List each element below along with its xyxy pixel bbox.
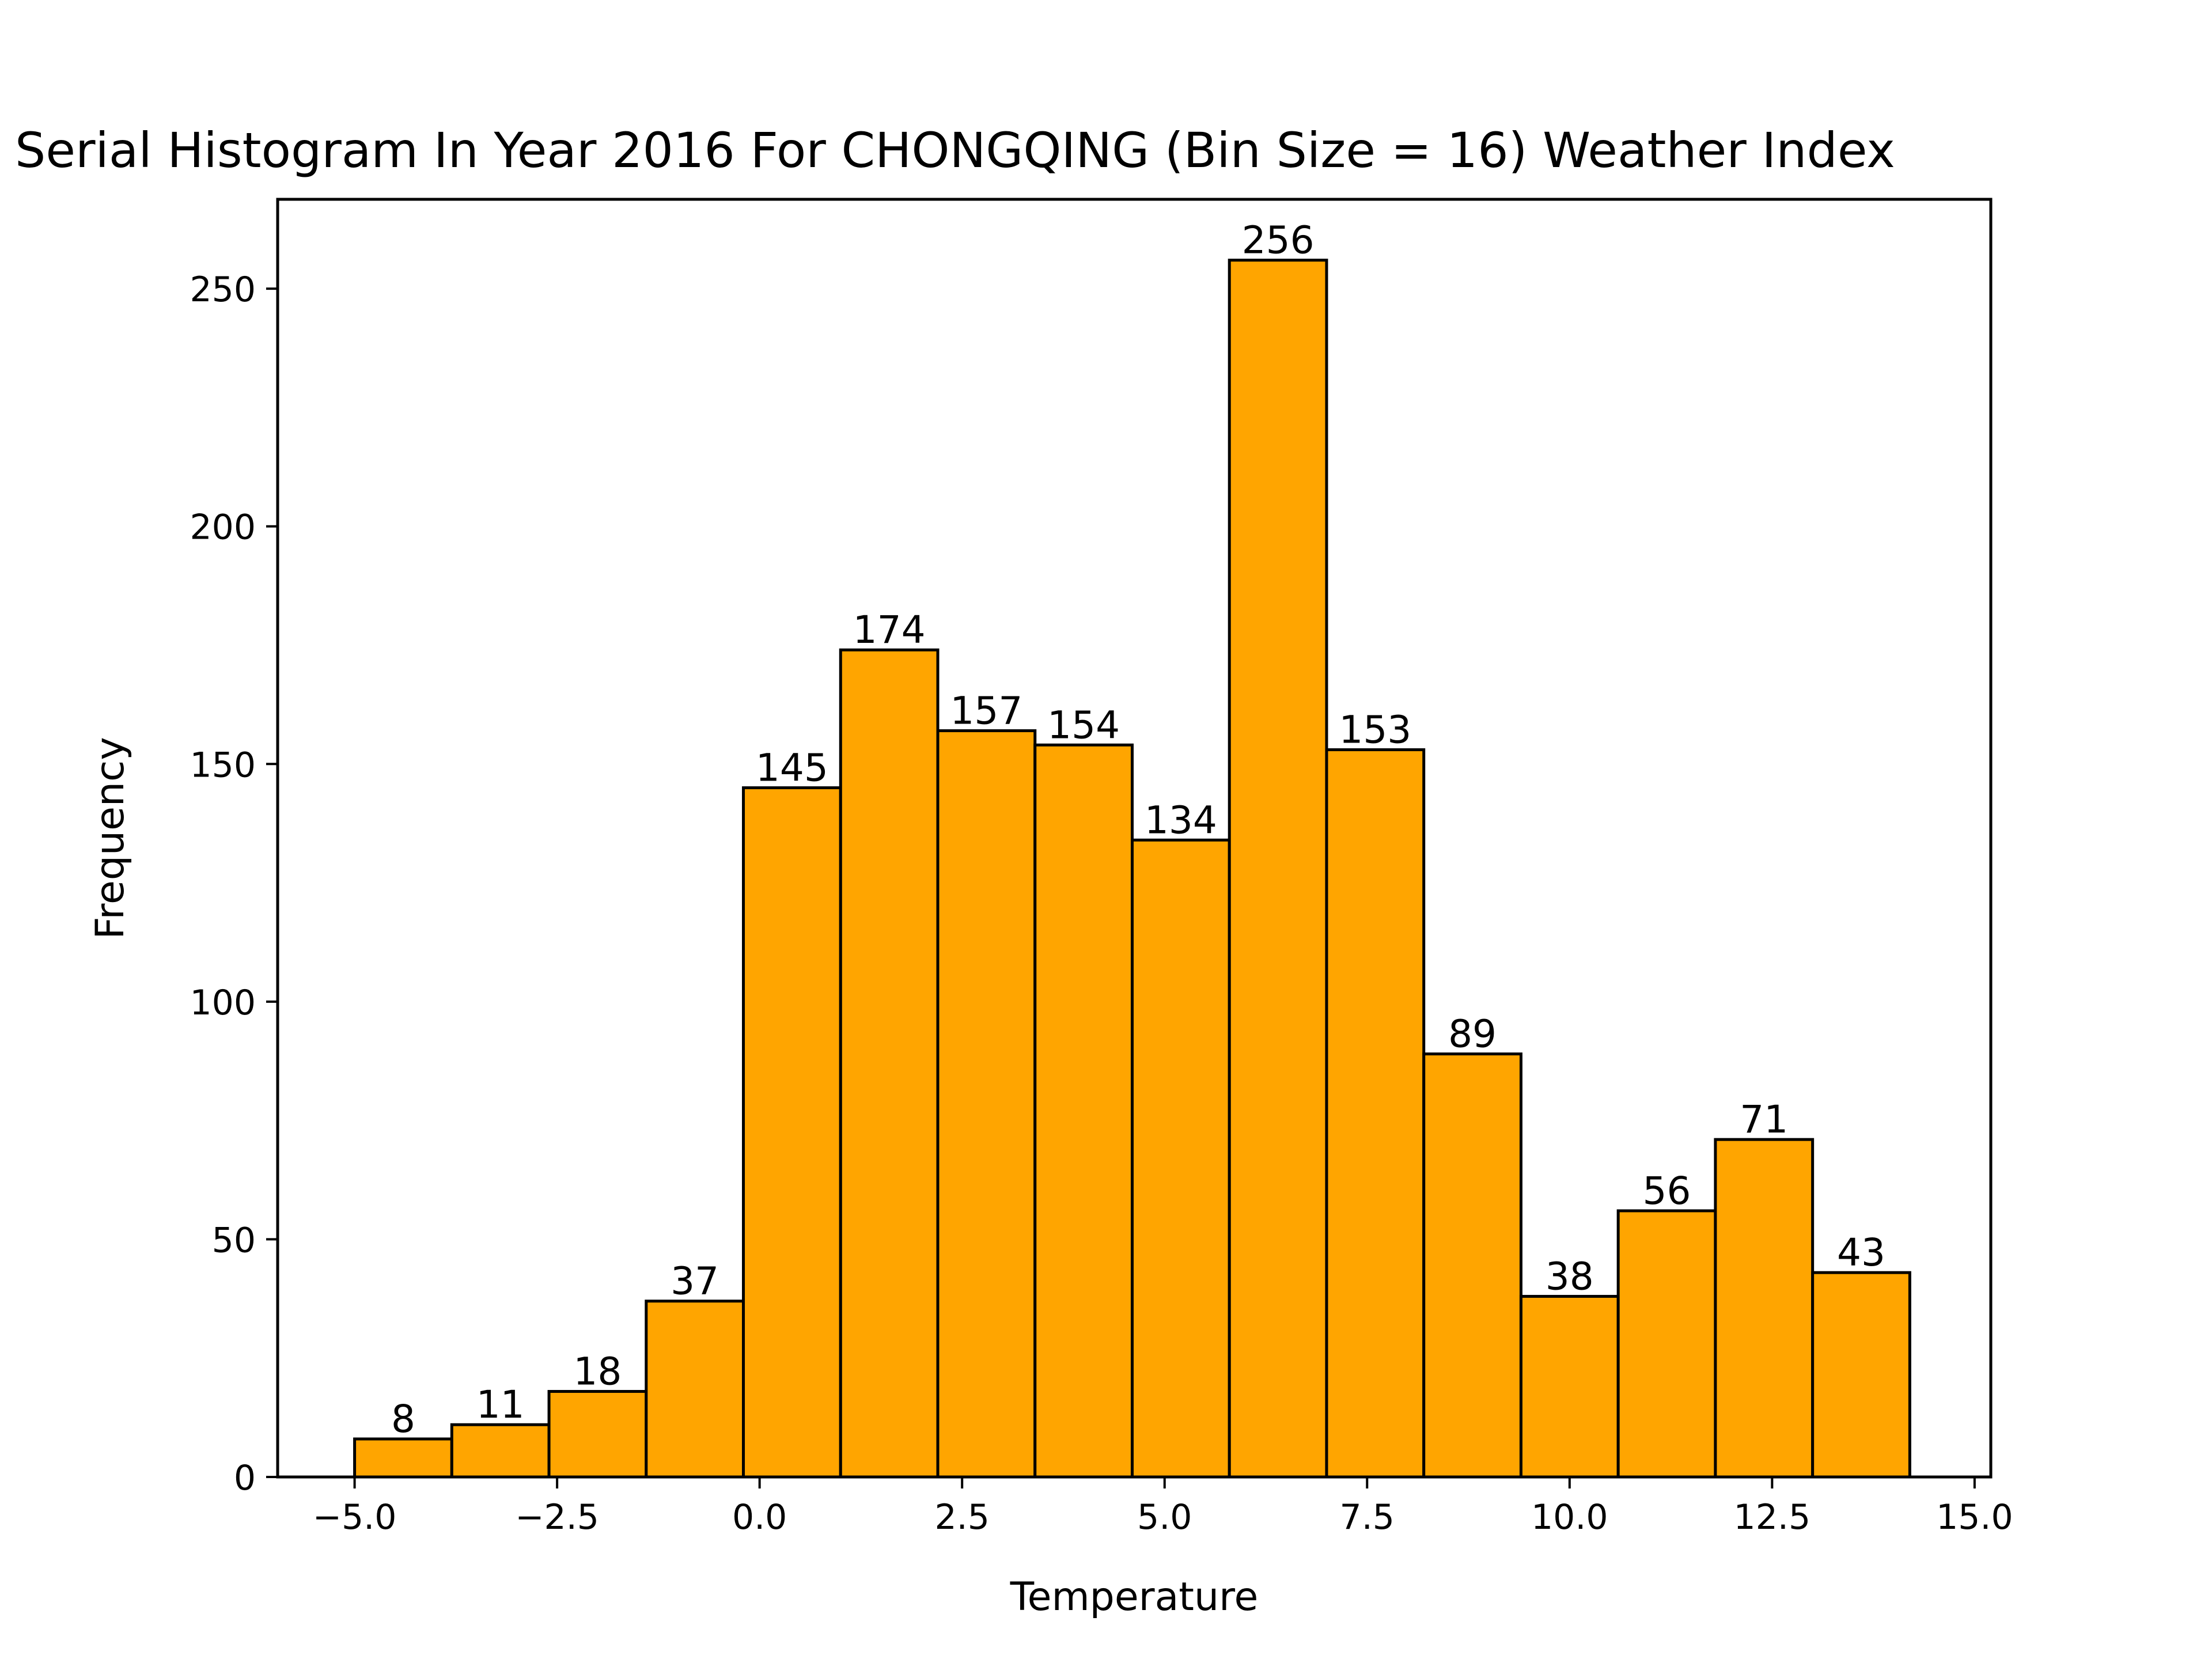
bar-value-label: 38 — [1546, 1254, 1594, 1298]
bars-group — [353, 259, 1911, 1479]
y-tick-label: 200 — [190, 507, 256, 548]
histogram-bar — [1422, 1052, 1522, 1479]
bar-value-label: 134 — [1145, 798, 1217, 842]
y-tick-label: 50 — [212, 1220, 256, 1260]
bar-labels-group: 8 11 18 37 145 174 157 154 134 256 153 89 38 56 71 43 — [391, 218, 1885, 1441]
histogram-bar — [353, 1437, 453, 1479]
bar-value-label: 56 — [1643, 1169, 1691, 1213]
bar-value-label: 37 — [671, 1259, 719, 1304]
bar-value-label: 157 — [950, 689, 1022, 733]
histogram-bar — [1616, 1209, 1717, 1479]
bar-value-label: 18 — [573, 1349, 622, 1393]
y-tick-label: 0 — [234, 1458, 256, 1498]
histogram-bar — [547, 1389, 648, 1479]
histogram-bar — [1519, 1294, 1620, 1479]
x-tick-label: 5.0 — [1137, 1497, 1192, 1537]
histogram-bar — [1228, 259, 1328, 1479]
y-tick-label: 150 — [190, 745, 256, 785]
x-axis: −5.0 −2.5 0.0 2.5 5.0 7.5 10.0 12.5 15.0 — [313, 1477, 2013, 1537]
bar-value-label: 145 — [756, 746, 828, 790]
y-axis-label: Frequency — [88, 737, 133, 939]
bar-value-label: 11 — [476, 1382, 525, 1427]
chart-title: Serial Histogram In Year 2016 For CHONGQ… — [15, 122, 1895, 179]
histogram-bar — [936, 729, 1037, 1479]
bar-value-label: 153 — [1339, 708, 1411, 752]
bar-value-label: 8 — [391, 1397, 415, 1441]
histogram-bar — [645, 1300, 745, 1479]
x-axis-label: Temperature — [1010, 1574, 1259, 1620]
y-tick-label: 250 — [190, 270, 256, 310]
x-tick-label: −2.5 — [515, 1497, 599, 1537]
x-tick-label: 7.5 — [1340, 1497, 1395, 1537]
x-tick-label: 15.0 — [1936, 1497, 2013, 1537]
x-tick-label: −5.0 — [313, 1497, 397, 1537]
x-tick-label: 2.5 — [934, 1497, 989, 1537]
bar-value-label: 89 — [1448, 1012, 1497, 1056]
histogram-bar — [742, 786, 842, 1479]
plot-frame — [276, 198, 1993, 1479]
bar-value-label: 174 — [853, 608, 926, 652]
x-tick-label: 12.5 — [1734, 1497, 1811, 1537]
histogram-bar — [1325, 748, 1426, 1479]
x-tick-label: 10.0 — [1531, 1497, 1608, 1537]
y-tick-label: 100 — [190, 983, 256, 1023]
histogram-bar — [1714, 1138, 1815, 1479]
x-tick-label: 0.0 — [732, 1497, 787, 1537]
histogram-bar — [839, 648, 940, 1479]
histogram-bar — [1130, 838, 1231, 1479]
histogram-bar — [1033, 743, 1134, 1479]
bar-value-label: 71 — [1740, 1097, 1788, 1142]
bar-value-label: 43 — [1837, 1230, 1885, 1275]
bar-value-label: 256 — [1242, 218, 1315, 263]
histogram-bar — [1811, 1271, 1911, 1479]
y-axis: 0 50 100 150 200 250 — [190, 270, 278, 1498]
bar-value-label: 154 — [1047, 703, 1120, 747]
histogram-bar — [450, 1423, 551, 1479]
